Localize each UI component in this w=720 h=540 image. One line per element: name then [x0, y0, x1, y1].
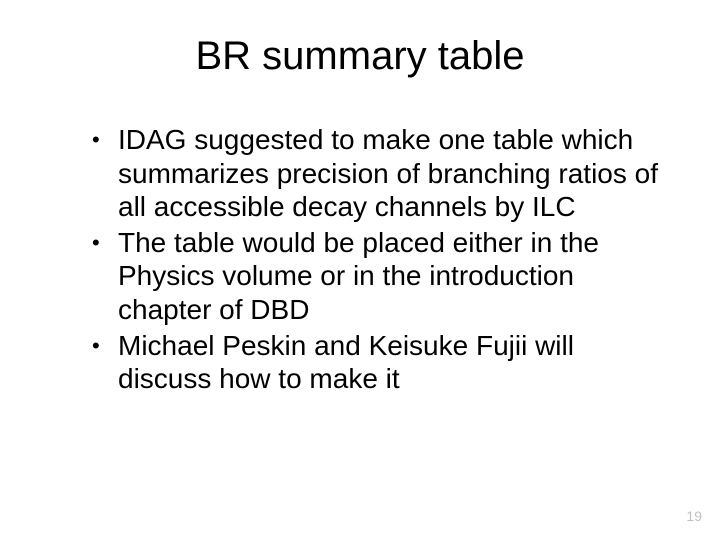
bullet-item: IDAG suggested to make one table which s… [92, 123, 660, 224]
page-number: 19 [686, 508, 702, 524]
bullet-list: IDAG suggested to make one table which s… [40, 123, 680, 396]
bullet-item: Michael Peskin and Keisuke Fujii will di… [92, 329, 660, 396]
slide: BR summary table IDAG suggested to make … [0, 0, 720, 540]
bullet-item: The table would be placed either in the … [92, 226, 660, 327]
slide-title: BR summary table [40, 34, 680, 79]
